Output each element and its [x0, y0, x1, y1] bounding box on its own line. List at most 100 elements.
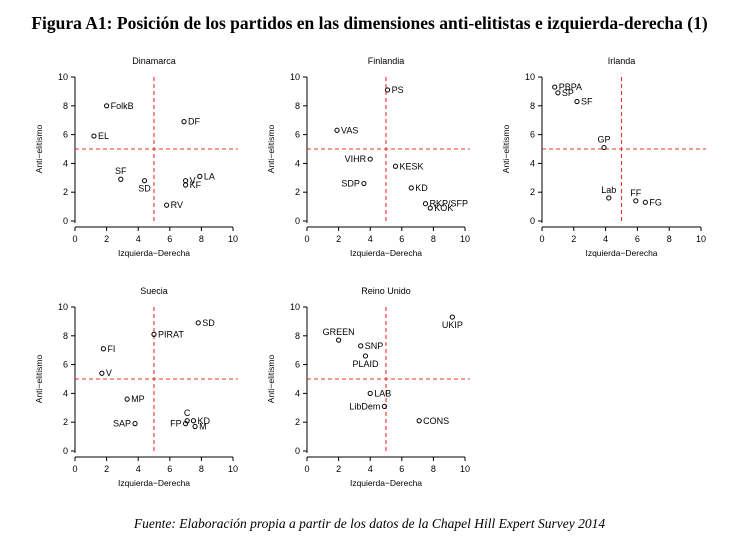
point-fi — [100, 346, 107, 352]
point-label-ukip: UKIP — [442, 320, 463, 330]
x-tick-label: 10 — [460, 234, 470, 244]
point-sdp — [361, 180, 367, 187]
point-v — [183, 178, 189, 184]
y-tick-label: 8 — [63, 101, 68, 111]
x-tick-label: 2 — [104, 464, 109, 474]
point-label-rv: RV — [171, 200, 183, 210]
point-lab — [606, 195, 612, 201]
x-tick-label: 10 — [696, 234, 706, 244]
point-label-sf: SF — [115, 166, 127, 176]
point-kd — [408, 185, 414, 191]
y-tick-label: 4 — [295, 388, 300, 398]
panel-title: Reino Unido — [361, 286, 411, 296]
x-tick-label: 8 — [431, 234, 436, 244]
x-tick-label: 0 — [539, 234, 544, 244]
point-pbpa — [552, 84, 558, 90]
point-label-kesk: KESK — [399, 161, 423, 171]
point-label-sap: SAP — [113, 419, 131, 429]
point-label-folkb: FolkB — [111, 101, 134, 111]
figure-title: Figura A1: Posición de los partidos en l… — [31, 13, 708, 33]
point-sp — [555, 90, 561, 96]
panel-reino-unido: Reino Unido 0 2 4 6 8 10 0 2 4 6 8 10 Izquierda−Derec… — [266, 286, 470, 488]
point-df — [181, 119, 187, 125]
y-tick-label: 10 — [58, 72, 68, 82]
x-tick-label: 6 — [167, 234, 172, 244]
panel-irlanda: Irlanda 0 2 4 6 8 10 0 2 4 6 8 10 Izquierda−Derecha An… — [501, 56, 706, 258]
point-sf — [574, 98, 580, 105]
panel-dinamarca: Dinamarca 0 2 4 6 8 10 0 2 4 6 8 10 Izquierda−Derecha… — [34, 56, 238, 258]
x-tick-label: 2 — [571, 234, 576, 244]
y-tick-label: 6 — [63, 360, 68, 370]
y-tick-label: 6 — [530, 130, 535, 140]
point-green — [336, 337, 342, 343]
y-tick-label: 0 — [295, 216, 300, 226]
point-label-m: M — [199, 422, 207, 432]
figure-source: Fuente: Elaboración propia a partir de l… — [133, 516, 606, 531]
y-tick-label: 10 — [290, 302, 300, 312]
point-label-snp: SNP — [365, 341, 384, 351]
y-axis-label: Anti−elitismo — [501, 125, 511, 174]
y-tick-label: 6 — [295, 130, 300, 140]
y-tick-label: 10 — [290, 72, 300, 82]
point-label-fi: FI — [107, 344, 115, 354]
point-label-rkp-sfp: RKP/SFP — [430, 199, 469, 209]
x-tick-label: 6 — [167, 464, 172, 474]
y-tick-label: 0 — [295, 446, 300, 456]
point-label-sp: SP — [562, 88, 574, 98]
point-label-vihr: VIHR — [345, 154, 367, 164]
point-mp — [124, 396, 130, 402]
point-libdem — [381, 403, 388, 409]
point-label-ff: FF — [630, 188, 641, 198]
point-v — [99, 370, 105, 376]
point-label-la: LA — [204, 171, 215, 181]
point-label-lab: Lab — [601, 185, 616, 195]
y-tick-label: 8 — [295, 331, 300, 341]
point-label-libdem: LibDem — [349, 401, 380, 411]
y-axis-label: Anti−elitismo — [34, 125, 44, 174]
x-tick-label: 6 — [635, 234, 640, 244]
y-tick-label: 0 — [63, 216, 68, 226]
point-vihr — [367, 156, 373, 162]
point-label-plaid: PLAID — [352, 359, 379, 369]
point-el — [91, 133, 97, 139]
panel-title: Finlandia — [368, 56, 405, 66]
y-tick-label: 8 — [530, 101, 535, 111]
x-tick-label: 10 — [228, 464, 238, 474]
x-tick-label: 8 — [667, 234, 672, 244]
y-tick-label: 2 — [63, 417, 68, 427]
point-folkb — [104, 103, 110, 109]
x-axis-label: Izquierda−Derecha — [350, 248, 422, 258]
point-rkp-sfp — [422, 201, 429, 207]
point-label-sdp: SDP — [341, 179, 360, 189]
x-tick-label: 4 — [603, 234, 608, 244]
y-axis-label: Anti−elitismo — [266, 355, 276, 404]
point-sd — [195, 320, 201, 326]
point-kok — [427, 205, 433, 211]
point-kf — [183, 182, 189, 188]
y-axis-label: Anti−elitismo — [266, 125, 276, 174]
x-tick-label: 2 — [336, 464, 341, 474]
point-pirat — [151, 331, 157, 337]
x-tick-label: 6 — [399, 464, 404, 474]
x-axis-label: Izquierda−Derecha — [585, 248, 657, 258]
point-label-pbpa: PBPA — [559, 82, 582, 92]
point-label-vas: VAS — [341, 125, 358, 135]
x-tick-label: 8 — [431, 464, 436, 474]
x-tick-label: 0 — [304, 464, 309, 474]
point-la — [197, 173, 203, 179]
x-tick-label: 4 — [368, 464, 373, 474]
point-vas — [334, 127, 340, 133]
point-sd — [141, 178, 148, 184]
x-tick-label: 4 — [136, 464, 141, 474]
point-label-df: DF — [188, 117, 200, 127]
x-tick-label: 4 — [136, 234, 141, 244]
point-label-cons: CONS — [423, 416, 449, 426]
point-label-el: EL — [98, 131, 109, 141]
x-tick-label: 8 — [199, 234, 204, 244]
point-fp — [183, 421, 189, 427]
point-ff — [633, 198, 639, 204]
point-cons — [416, 418, 422, 424]
point-label-v: V — [106, 368, 112, 378]
x-tick-label: 4 — [368, 234, 373, 244]
